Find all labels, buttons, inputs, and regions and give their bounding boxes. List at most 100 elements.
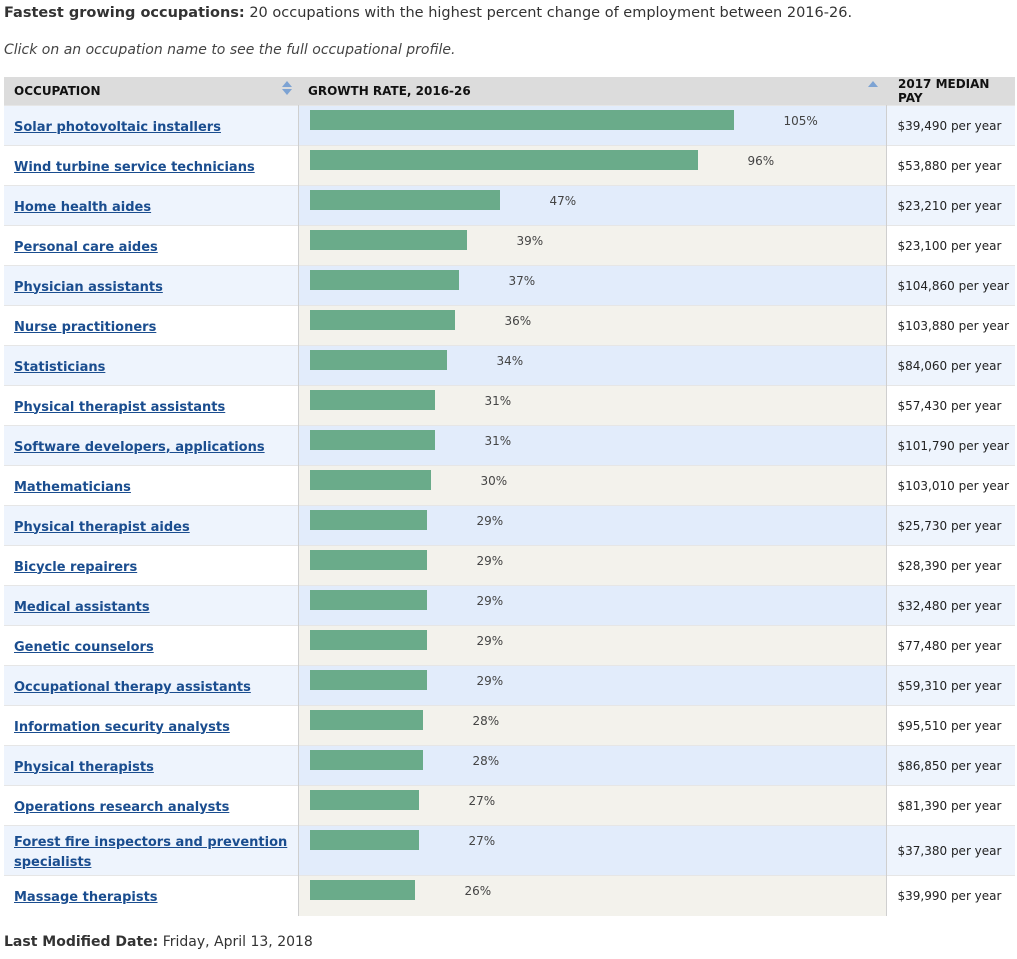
heading-description: 20 occupations with the highest percent … xyxy=(244,5,853,21)
occupation-link[interactable]: Medical assistants xyxy=(14,599,150,615)
growth-bar xyxy=(309,630,427,650)
growth-value-label: 30% xyxy=(480,474,508,488)
heading-title: Fastest growing occupations: xyxy=(4,5,245,21)
growth-cell: 31% xyxy=(298,425,887,466)
sort-icon[interactable] xyxy=(282,81,292,95)
median-pay-cell: $37,380 per year xyxy=(886,825,1015,876)
growth-cell: 29% xyxy=(298,545,887,586)
occupation-link[interactable]: Wind turbine service technicians xyxy=(14,159,255,175)
occupation-link[interactable]: Physical therapist assistants xyxy=(14,399,226,415)
growth-value-label: 27% xyxy=(468,834,496,848)
occupation-cell: Physician assistants xyxy=(4,265,299,306)
growth-value-label: 36% xyxy=(504,314,532,328)
occupation-link[interactable]: Home health aides xyxy=(14,199,152,215)
occupation-header-label: OCCUPATION xyxy=(14,84,101,98)
growth-cell: 36% xyxy=(298,305,887,346)
occupation-link[interactable]: Solar photovoltaic installers xyxy=(14,119,221,135)
occupation-link[interactable]: Software developers, applications xyxy=(14,439,265,455)
occupation-link[interactable]: Operations research analysts xyxy=(14,799,230,815)
median-pay-cell: $39,990 per year xyxy=(886,875,1015,916)
occupation-cell: Genetic counselors xyxy=(4,625,299,666)
table-row: Mathematicians 30% $103,010 per year xyxy=(4,465,1015,506)
growth-value-label: 29% xyxy=(476,594,504,608)
growth-bar xyxy=(309,190,500,210)
table-row: Statisticians 34% $84,060 per year xyxy=(4,345,1015,386)
growth-cell: 47% xyxy=(298,185,887,226)
growth-cell: 28% xyxy=(298,705,887,746)
occupation-cell: Solar photovoltaic installers xyxy=(4,105,299,146)
occupation-cell: Personal care aides xyxy=(4,225,299,266)
growth-cell: 28% xyxy=(298,745,887,786)
growth-bar xyxy=(309,790,419,810)
growth-column-header[interactable]: GROWTH RATE, 2016-26 xyxy=(298,77,886,106)
median-pay-cell: $32,480 per year xyxy=(886,585,1015,626)
median-pay-cell: $59,310 per year xyxy=(886,665,1015,706)
median-pay-cell: $86,850 per year xyxy=(886,745,1015,786)
median-pay-cell: $23,210 per year xyxy=(886,185,1015,226)
occupation-cell: Mathematicians xyxy=(4,465,299,506)
occupation-link[interactable]: Bicycle repairers xyxy=(14,559,138,575)
growth-bar xyxy=(309,350,447,370)
median-pay-cell: $101,790 per year xyxy=(886,425,1015,466)
median-pay-cell: $77,480 per year xyxy=(886,625,1015,666)
instruction-text: Click on an occupation name to see the f… xyxy=(4,42,456,58)
table-row: Solar photovoltaic installers 105% $39,490… xyxy=(4,105,1015,146)
growth-value-label: 105% xyxy=(783,114,818,128)
table-row: Personal care aides 39% $23,100 per year xyxy=(4,225,1015,266)
occupation-link[interactable]: Nurse practitioners xyxy=(14,319,157,335)
growth-value-label: 27% xyxy=(468,794,496,808)
median-pay-cell: $84,060 per year xyxy=(886,345,1015,386)
growth-bar xyxy=(309,310,455,330)
growth-bar xyxy=(309,750,423,770)
occupation-link[interactable]: Physical therapist aides xyxy=(14,519,190,535)
growth-value-label: 29% xyxy=(476,674,504,688)
occupation-cell: Wind turbine service technicians xyxy=(4,145,299,186)
table-row: Physical therapist aides 29% $25,730 per y… xyxy=(4,505,1015,546)
table-row: Nurse practitioners 36% $103,880 per year xyxy=(4,305,1015,346)
last-modified: Last Modified Date: Friday, April 13, 20… xyxy=(4,934,313,950)
occupation-column-header[interactable]: OCCUPATION xyxy=(4,77,298,106)
growth-cell: 37% xyxy=(298,265,887,306)
median-pay-cell: $81,390 per year xyxy=(886,785,1015,826)
table-row: Information security analysts 28% $95,510 … xyxy=(4,705,1015,746)
table-header-row: OCCUPATION GROWTH RATE, 2016-26 2017 MED… xyxy=(4,77,1015,106)
table-row: Physical therapist assistants 31% $57,430 … xyxy=(4,385,1015,426)
growth-value-label: 39% xyxy=(516,234,544,248)
occupation-link[interactable]: Physician assistants xyxy=(14,279,163,295)
table-row: Physician assistants 37% $104,860 per year xyxy=(4,265,1015,306)
growth-value-label: 37% xyxy=(508,274,536,288)
growth-cell: 96% xyxy=(298,145,887,186)
growth-cell: 31% xyxy=(298,385,887,426)
growth-bar xyxy=(309,670,427,690)
occupation-link[interactable]: Statisticians xyxy=(14,359,106,375)
growth-cell: 34% xyxy=(298,345,887,386)
occupation-cell: Forest fire inspectors and prevention sp… xyxy=(4,825,299,876)
occupation-link[interactable]: Physical therapists xyxy=(14,759,154,775)
occupation-cell: Home health aides xyxy=(4,185,299,226)
growth-bar xyxy=(309,550,427,570)
growth-cell: 39% xyxy=(298,225,887,266)
occupation-cell: Bicycle repairers xyxy=(4,545,299,586)
growth-cell: 26% xyxy=(298,875,887,916)
table-row: Medical assistants 29% $32,480 per year xyxy=(4,585,1015,626)
occupation-link[interactable]: Mathematicians xyxy=(14,479,131,495)
median-pay-cell: $104,860 per year xyxy=(886,265,1015,306)
growth-value-label: 31% xyxy=(484,434,512,448)
growth-cell: 27% xyxy=(298,825,887,876)
occupation-link[interactable]: Personal care aides xyxy=(14,239,158,255)
occupation-link[interactable]: Occupational therapy assistants xyxy=(14,679,251,695)
sort-ascending-icon[interactable] xyxy=(868,81,878,87)
growth-value-label: 47% xyxy=(549,194,577,208)
growth-value-label: 26% xyxy=(464,884,492,898)
occupation-link[interactable]: Massage therapists xyxy=(14,889,158,905)
page-heading: Fastest growing occupations: 20 occupati… xyxy=(4,5,852,21)
occupation-link[interactable]: Information security analysts xyxy=(14,719,230,735)
occupation-link[interactable]: Genetic counselors xyxy=(14,639,154,655)
pay-column-header[interactable]: 2017 MEDIAN PAY xyxy=(886,77,1015,106)
growth-cell: 27% xyxy=(298,785,887,826)
occupation-cell: Massage therapists xyxy=(4,875,299,916)
table-row: Bicycle repairers 29% $28,390 per year xyxy=(4,545,1015,586)
occupation-link[interactable]: Forest fire inspectors and prevention sp… xyxy=(14,834,288,870)
occupations-table: OCCUPATION GROWTH RATE, 2016-26 2017 MED… xyxy=(4,77,1015,916)
table-row: Wind turbine service technicians 96% $53,8… xyxy=(4,145,1015,186)
